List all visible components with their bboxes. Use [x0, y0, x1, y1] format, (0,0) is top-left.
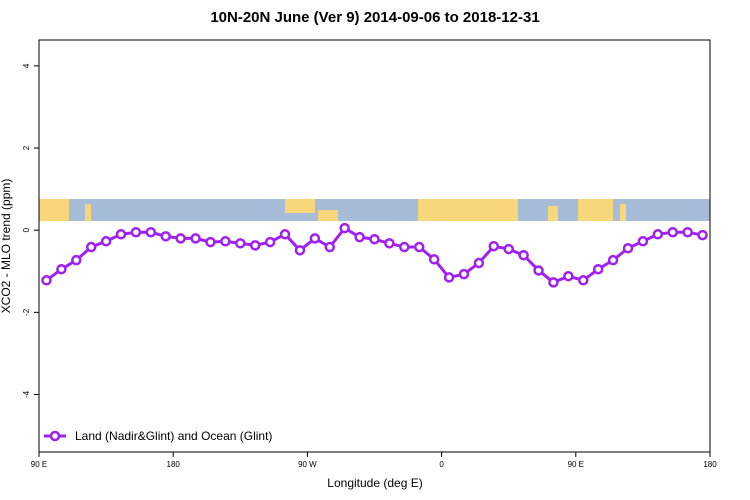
data-point — [100, 236, 112, 247]
y-tick-label: 2 — [22, 145, 31, 150]
data-point — [384, 238, 395, 249]
land — [418, 199, 518, 221]
y-tick-label: -2 — [22, 308, 31, 316]
chart-title: 10N-20N June (Ver 9) 2014-09-06 to 2018-… — [210, 9, 539, 26]
data-point — [190, 233, 201, 244]
plot-frame — [38, 39, 711, 453]
data-point — [324, 241, 336, 253]
data-point — [413, 241, 425, 253]
data-point — [115, 229, 127, 240]
land — [85, 204, 91, 221]
land — [548, 206, 558, 221]
data-point — [592, 263, 604, 275]
data-point — [130, 226, 142, 238]
y-tick-label: 4 — [22, 63, 31, 68]
x-tick-label: 0 — [439, 460, 444, 469]
data-point — [71, 254, 82, 266]
map-strip — [39, 199, 710, 221]
data-point — [473, 257, 485, 269]
data-point — [56, 263, 67, 275]
data-point — [443, 272, 455, 283]
data-point — [175, 233, 186, 244]
data-point — [428, 254, 440, 265]
data-point — [637, 236, 649, 247]
data-point — [533, 265, 544, 276]
legend-label: Land (Nadir&Glint) and Ocean (Glint) — [75, 429, 272, 443]
data-point — [354, 231, 365, 243]
x-tick-label: 90 W — [298, 460, 317, 469]
data-point — [607, 254, 619, 266]
data-point — [548, 277, 559, 288]
data-point — [369, 233, 380, 245]
data-point — [220, 236, 231, 247]
data-point — [697, 229, 708, 241]
land — [620, 204, 626, 221]
ocean — [39, 199, 710, 221]
x-tick-label: 90 E — [31, 460, 47, 469]
data-point — [682, 226, 693, 238]
x-tick-label: 180 — [703, 460, 717, 469]
data-point — [235, 238, 246, 249]
data-point — [160, 231, 171, 242]
land — [285, 199, 315, 213]
data-point — [249, 240, 261, 251]
y-axis-label: XCO2 - MLO trend (ppm) — [0, 179, 13, 314]
data-point — [652, 229, 664, 240]
x-tick-label: 180 — [167, 460, 181, 469]
x-tick-label: 90 E — [568, 460, 584, 469]
data-point — [339, 222, 350, 234]
data-point — [264, 236, 276, 248]
land — [318, 210, 338, 221]
data-point — [294, 245, 306, 256]
data-point — [518, 249, 529, 261]
data-point — [667, 226, 678, 238]
data-point — [503, 243, 514, 255]
data-point — [563, 270, 574, 282]
data-point — [41, 275, 52, 286]
data-point — [399, 241, 410, 253]
data-point — [309, 233, 321, 244]
y-tick-label: 0 — [22, 227, 31, 232]
legend-marker — [49, 430, 61, 442]
data-point — [578, 275, 589, 286]
data-point — [622, 243, 634, 254]
data-point — [205, 236, 216, 248]
data-point — [458, 268, 470, 280]
data-point — [145, 226, 157, 238]
land — [39, 199, 69, 221]
data-point — [279, 229, 291, 240]
land — [578, 199, 613, 221]
data-point — [85, 241, 97, 253]
x-axis-label: Longitude (deg E) — [327, 476, 422, 490]
y-tick-label: -4 — [22, 390, 31, 398]
data-point — [488, 240, 500, 252]
